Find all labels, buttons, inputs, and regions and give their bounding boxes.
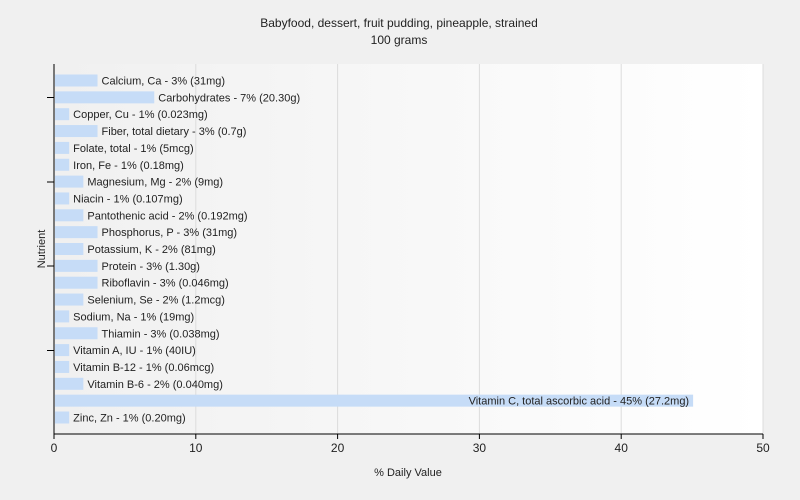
bar-label: Pantothenic acid - 2% (0.192mg) <box>87 210 247 222</box>
x-tick-label: 20 <box>331 441 345 455</box>
x-tick-label: 0 <box>51 441 58 455</box>
bar <box>55 192 70 205</box>
bar <box>55 327 98 340</box>
plot-area <box>54 64 763 434</box>
bar <box>55 293 84 306</box>
bar-label: Protein - 3% (1.30g) <box>102 261 200 273</box>
bar <box>55 394 694 407</box>
x-tick-label: 40 <box>615 441 629 455</box>
bar-label: Selenium, Se - 2% (1.2mcg) <box>87 295 225 307</box>
axes-group <box>47 64 764 439</box>
bar-label: Iron, Fe - 1% (0.18mg) <box>73 160 184 172</box>
bar-label: Zinc, Zn - 1% (0.20mg) <box>73 413 185 425</box>
bar <box>55 175 84 188</box>
x-tick-label: 50 <box>756 441 770 455</box>
bar-labels-group: Calcium, Ca - 3% (31mg) Carbohydrates - 7… <box>73 76 689 425</box>
bar-label: Potassium, K - 2% (81mg) <box>87 244 215 256</box>
bar <box>55 209 84 222</box>
x-tick-label: 30 <box>473 441 487 455</box>
bar-label: Calcium, Ca - 3% (31mg) <box>102 76 225 88</box>
bar-label: Magnesium, Mg - 2% (9mg) <box>87 177 223 189</box>
bar-label: Folate, total - 1% (5mcg) <box>73 143 193 155</box>
x-tick-labels: 0 10 20 30 40 50 <box>51 441 770 455</box>
bar-label: Sodium, Na - 1% (19mg) <box>73 311 194 323</box>
bar <box>55 360 70 373</box>
bar <box>55 377 84 390</box>
bar <box>55 243 84 255</box>
bars-group <box>55 74 694 424</box>
bar-label: Fiber, total dietary - 3% (0.7g) <box>102 126 247 138</box>
bar <box>55 310 70 323</box>
bar-label: Phosphorus, P - 3% (31mg) <box>102 227 238 239</box>
bar <box>55 226 98 239</box>
bar-label: Vitamin B-12 - 1% (0.06mcg) <box>73 362 214 374</box>
bar <box>55 276 98 289</box>
bar <box>55 344 70 357</box>
bar <box>55 91 155 104</box>
bar-label: Vitamin C, total ascorbic acid - 45% (27… <box>469 396 690 408</box>
x-axis-label: % Daily Value <box>374 467 442 479</box>
bar-label: Thiamin - 3% (0.038mg) <box>102 328 220 340</box>
x-tick-label: 10 <box>189 441 203 455</box>
bar <box>55 158 70 171</box>
chart-title: Babyfood, dessert, fruit pudding, pineap… <box>260 16 538 30</box>
y-axis-label: Nutrient <box>36 230 48 269</box>
bar-label: Vitamin A, IU - 1% (40IU) <box>73 345 196 357</box>
chart-subtitle: 100 grams <box>371 33 428 47</box>
bar-label: Vitamin B-6 - 2% (0.040mg) <box>87 379 223 391</box>
bar <box>55 259 98 272</box>
bar-label: Riboflavin - 3% (0.046mg) <box>102 278 229 290</box>
bar <box>55 74 98 87</box>
bar-label: Niacin - 1% (0.107mg) <box>73 193 182 205</box>
bar <box>55 141 70 154</box>
bar <box>55 108 70 121</box>
grid-lines <box>195 64 764 434</box>
bar <box>55 125 98 138</box>
bar <box>55 411 70 424</box>
bar-label: Carbohydrates - 7% (20.30g) <box>158 92 300 104</box>
bar-label: Copper, Cu - 1% (0.023mg) <box>73 109 208 121</box>
